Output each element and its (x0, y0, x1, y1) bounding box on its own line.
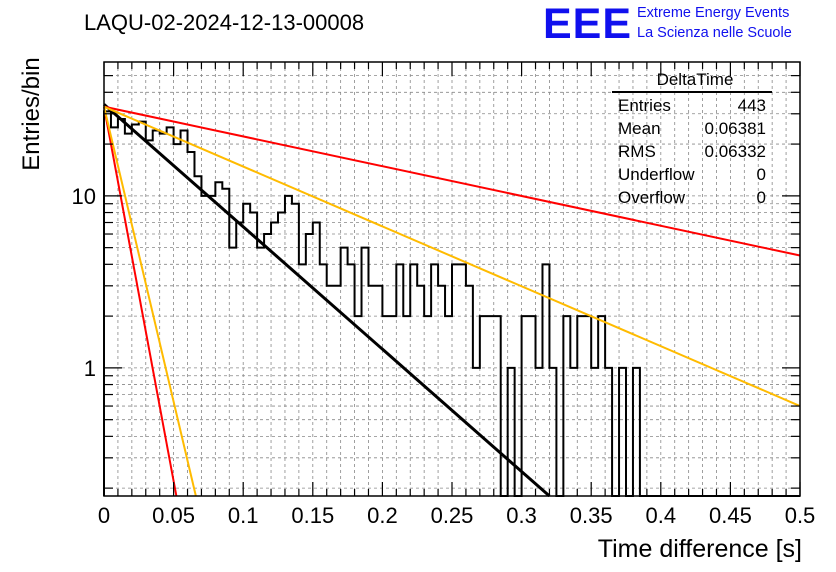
x-tick-label: 0.15 (291, 503, 334, 528)
x-axis-label: Time difference [s] (597, 535, 802, 563)
stats-label: Entries (618, 96, 671, 115)
fit-line (103, 106, 178, 497)
stats-row: Mean 0.06381 (612, 119, 772, 142)
y-tick-label: 1 (84, 356, 96, 381)
x-tick-label: 0.3 (506, 503, 537, 528)
stats-value: 443 (737, 96, 766, 115)
stats-value: 0.06381 (704, 119, 766, 138)
stats-box: DeltaTime Entries 443 Mean 0.06381 RMS 0.06… (612, 70, 772, 211)
stats-value: 0 (756, 165, 766, 184)
fit-line (103, 103, 551, 498)
x-tick-label: 0.1 (228, 503, 259, 528)
fit-line (103, 106, 197, 497)
stats-title: DeltaTime (656, 70, 734, 89)
logo-line-2: La Scienza nelle Scuole (637, 25, 792, 41)
stats-value: 0 (756, 188, 766, 207)
stats-label: Overflow (618, 188, 686, 207)
stats-label: RMS (618, 142, 656, 161)
histogram-outline (103, 110, 800, 497)
fit-line (103, 105, 801, 407)
x-tick-label: 0.5 (785, 503, 816, 528)
x-tick-label: 0.25 (431, 503, 474, 528)
logo-line-1: Extreme Energy Events (637, 5, 790, 21)
stats-divider (612, 91, 772, 93)
x-tick-label: 0.35 (570, 503, 613, 528)
stats-label: Underflow (618, 165, 695, 184)
run-title: LAQU-02-2024-12-13-00008 (84, 10, 365, 35)
stats-row: Underflow 0 (612, 165, 772, 188)
x-tick-label: 0 (98, 503, 110, 528)
y-axis-label: Entries/bin (18, 57, 45, 171)
x-tick-label: 0.4 (646, 503, 677, 528)
eee-logo: EEE (543, 0, 633, 48)
stats-row: Overflow 0 (612, 188, 772, 211)
x-tick-label: 0.2 (367, 503, 398, 528)
x-tick-label: 0.45 (709, 503, 752, 528)
stats-label: Mean (618, 119, 661, 138)
stats-value: 0.06332 (704, 142, 766, 161)
fit-line (103, 105, 801, 257)
stats-row: RMS 0.06332 (612, 142, 772, 165)
logo-caption: Extreme Energy Events La Scienza nelle S… (637, 3, 792, 43)
x-tick-label: 0.05 (152, 503, 195, 528)
stats-row: Entries 443 (612, 96, 772, 119)
y-tick-label: 10 (72, 184, 96, 209)
